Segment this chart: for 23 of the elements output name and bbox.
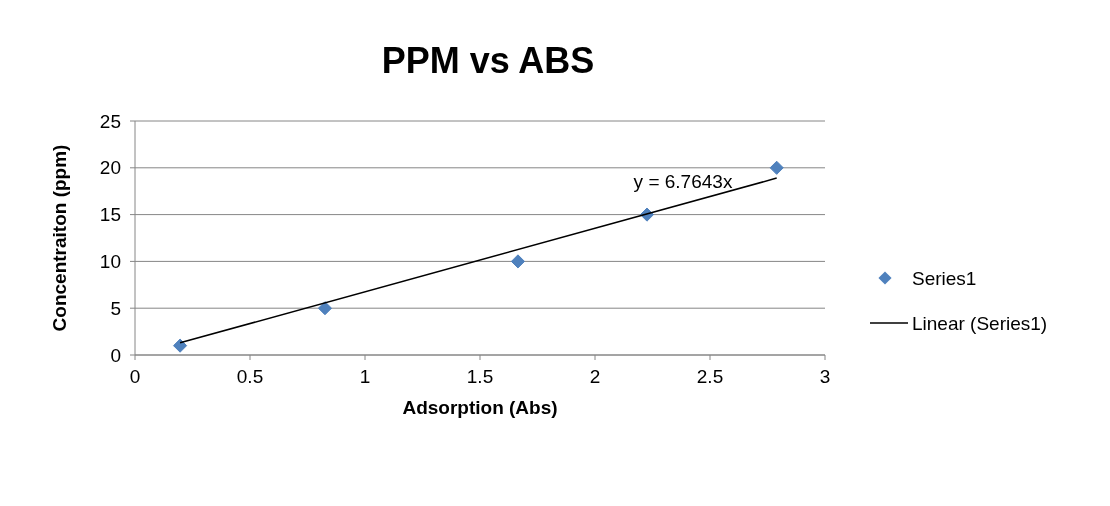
- y-tick-label: 5: [110, 297, 121, 319]
- legend-label: Linear (Series1): [912, 312, 1048, 334]
- y-tick-label: 25: [99, 110, 121, 132]
- point: [510, 254, 526, 269]
- y-tick-label: 0: [110, 344, 121, 366]
- y-tick-label: 20: [99, 157, 121, 179]
- x-tick-label: 3: [819, 366, 831, 387]
- y-axis-title: Concentraiton (ppm): [49, 144, 70, 332]
- x-tick-label: 1.5: [466, 366, 494, 387]
- chart-title: PPM vs ABS: [381, 40, 595, 81]
- point: [173, 338, 188, 353]
- x-tick-label: 2.5: [696, 366, 724, 387]
- x-tick-label: 0: [129, 366, 141, 387]
- x-tick-label: 0.5: [236, 366, 264, 387]
- y-tick-label: 10: [99, 251, 121, 273]
- point: [317, 301, 333, 316]
- legend-label: Series1: [912, 267, 977, 289]
- annotation: y = 6.7643x: [633, 170, 733, 192]
- point: [769, 160, 784, 175]
- x-tick-label: 1: [359, 366, 371, 387]
- y-tick-label: 15: [99, 204, 121, 226]
- x-tick-label: 2: [589, 366, 601, 387]
- x-axis-title: Adsorption (Abs): [402, 397, 558, 418]
